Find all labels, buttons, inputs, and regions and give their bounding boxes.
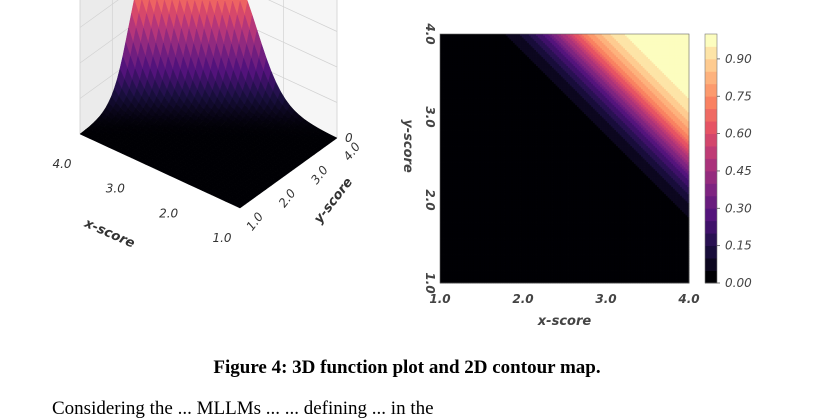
z-tick-label: 1 [345, 0, 353, 3]
x-axis-title: x-score [81, 216, 137, 252]
contour-plot-2d: 1.0 2.0 3.0 4.01.02.03.04.0x-scorey-score0.… [400, 0, 814, 350]
x-tick-label: 2.0 [159, 206, 178, 220]
y-tick-label: 1.0 [243, 209, 266, 233]
z-tick-label: 0 [345, 131, 353, 145]
x-tick-label: 3.0 [106, 182, 125, 196]
y-tick-label: 3.0 [308, 163, 331, 187]
contour-fill [440, 34, 689, 283]
x-tick-label: 4.0 [52, 157, 71, 171]
y-tick-label: 2.0 [276, 186, 299, 210]
x-tick-label: 1.0 [212, 231, 231, 245]
